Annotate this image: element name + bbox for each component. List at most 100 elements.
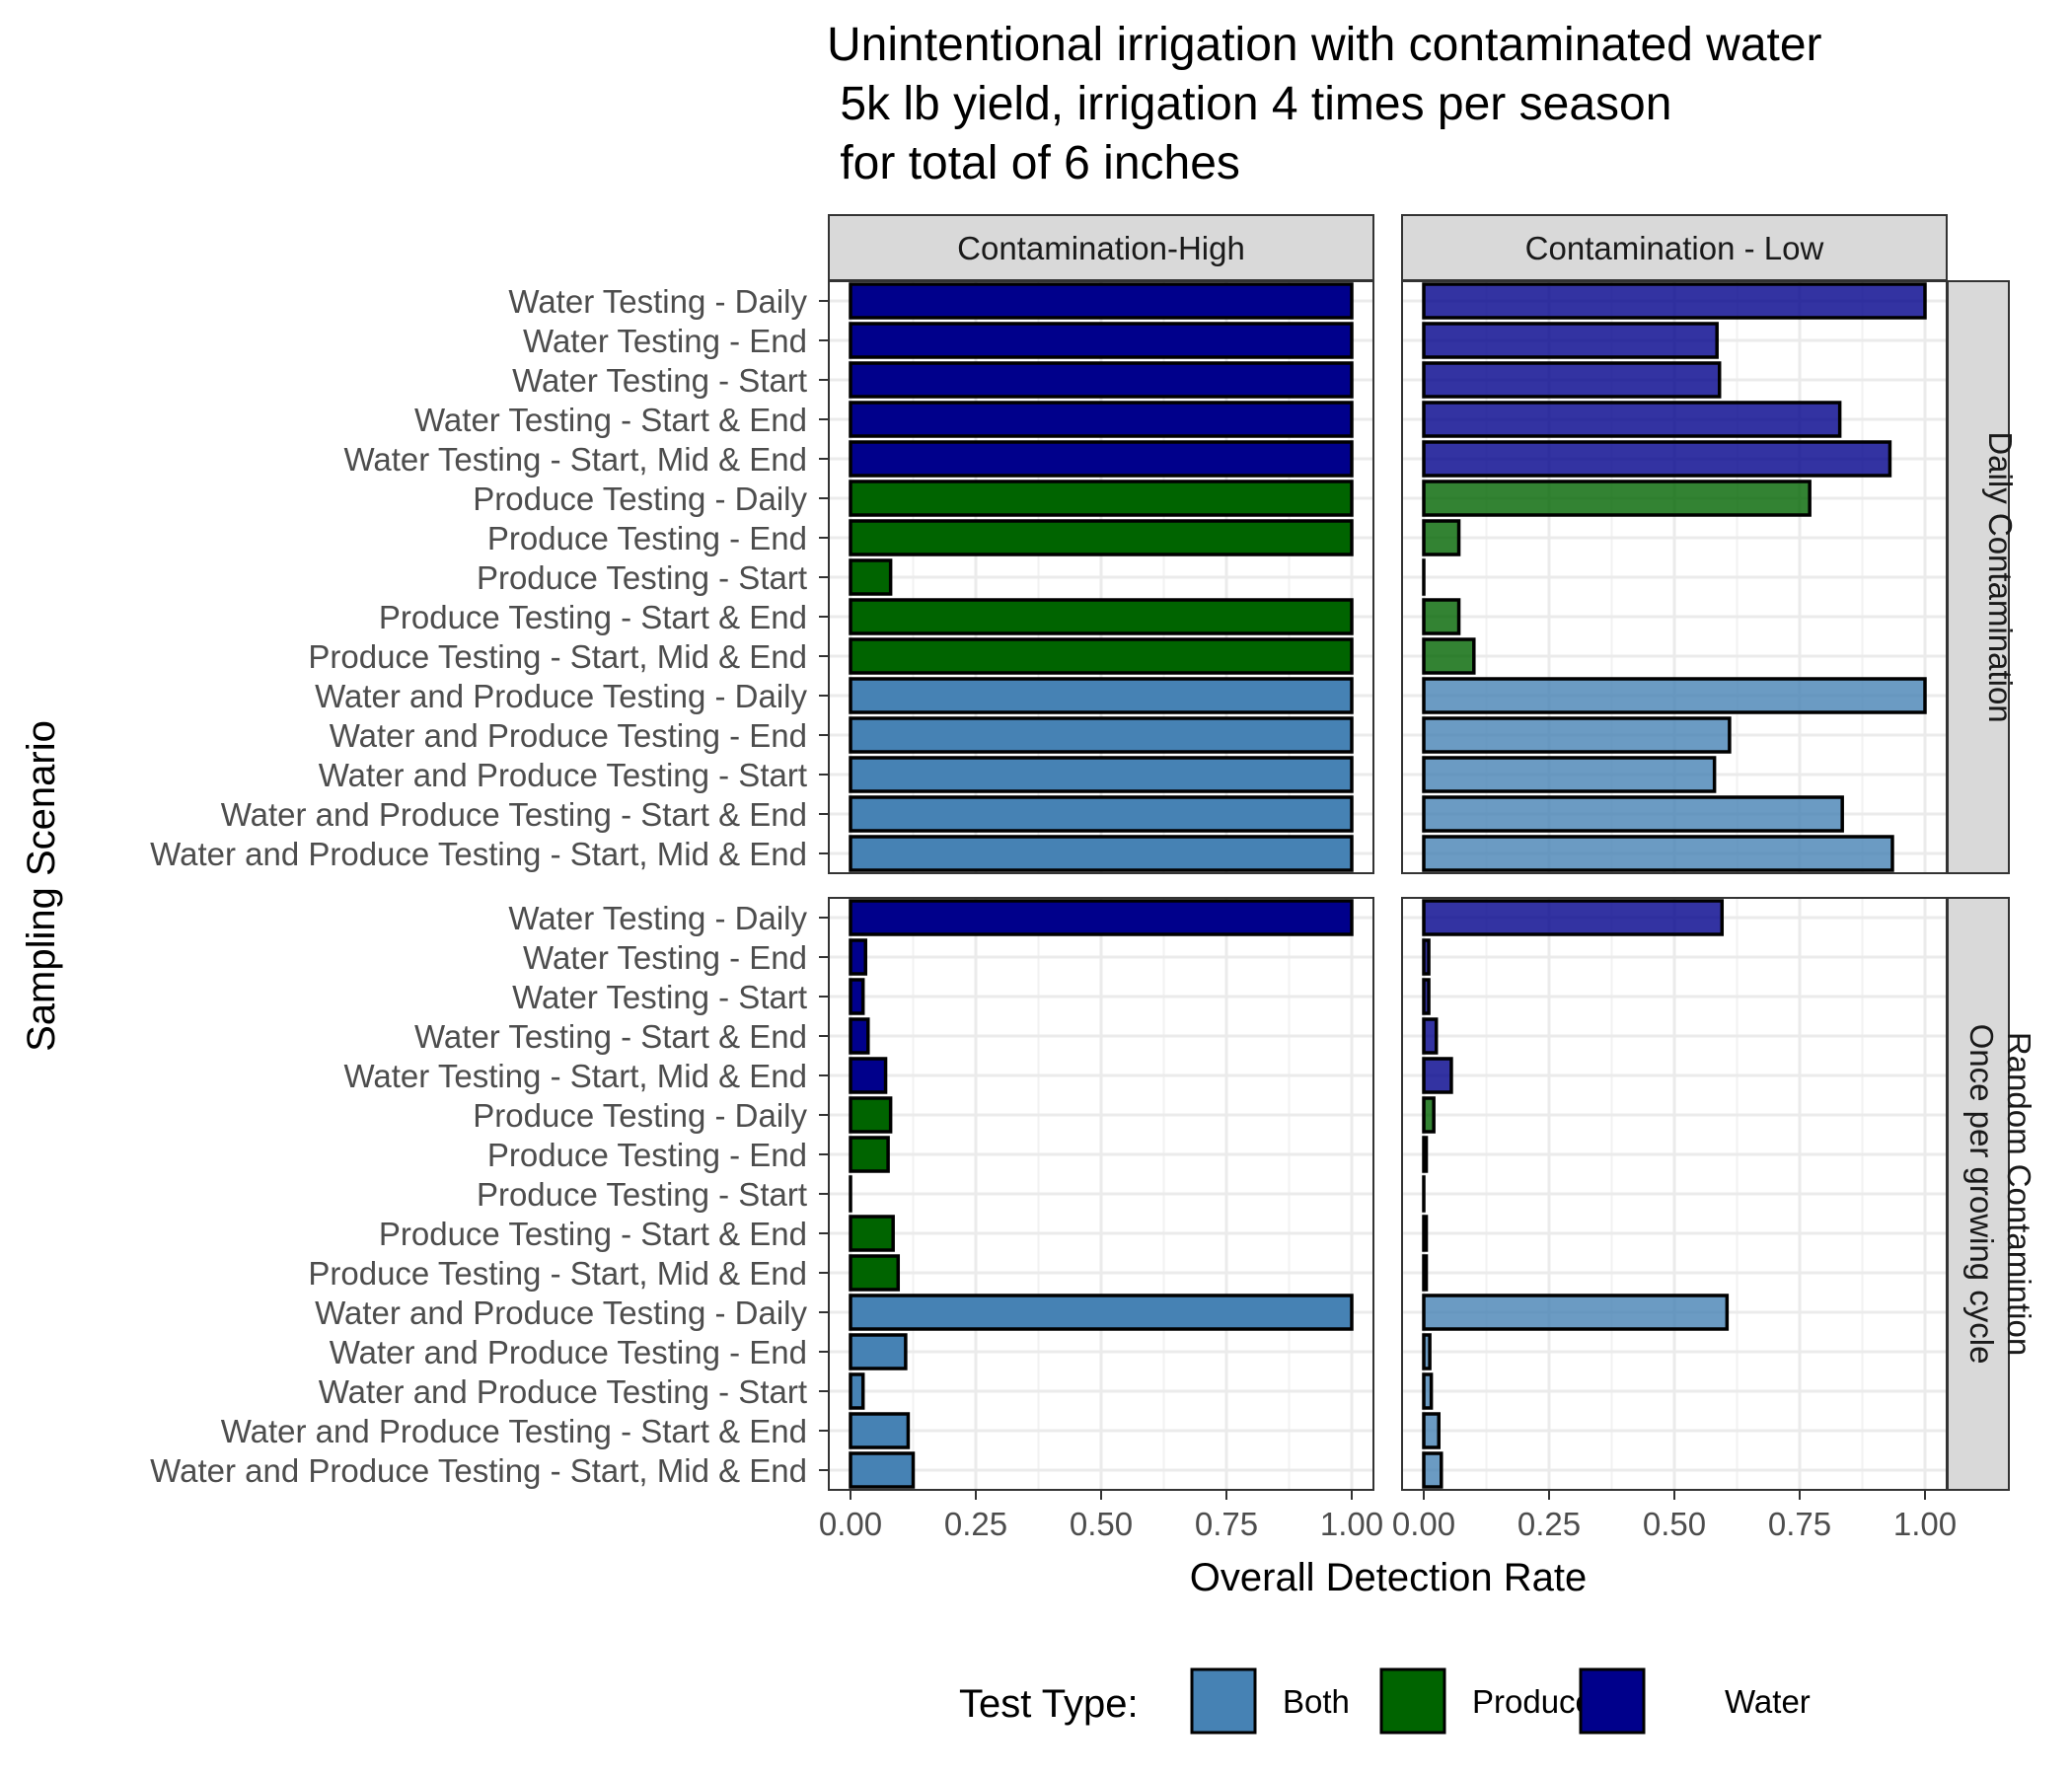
panel-0-0 — [828, 280, 1374, 874]
bar-both — [849, 1412, 911, 1449]
bar-both — [849, 756, 1354, 793]
bar-water — [1422, 401, 1842, 438]
chart-title: Unintentional irrigation with contaminat… — [827, 19, 1822, 189]
bar-water — [849, 1057, 888, 1094]
bar-produce — [849, 598, 1354, 635]
y-tick-label: Produce Testing - Start, Mid & End — [308, 638, 807, 675]
bar-both — [1422, 1294, 1730, 1331]
bar-water — [1422, 322, 1719, 359]
bar-both — [849, 716, 1354, 754]
y-tick-label: Produce Testing - Start & End — [379, 1216, 807, 1252]
x-tick-label: 0.25 — [944, 1506, 1007, 1542]
bar-both — [1422, 795, 1844, 833]
row-strip-label: Random Contamintion — [2001, 1032, 2037, 1356]
bar-both — [1422, 835, 1894, 872]
bar-produce — [1422, 1254, 1429, 1292]
legend: Test Type: Both Produce Water — [959, 1667, 1811, 1735]
x-axis-title: Overall Detection Rate — [1190, 1556, 1587, 1599]
y-tick-label: Water and Produce Testing - End — [330, 717, 807, 754]
bar-water — [1422, 282, 1927, 320]
bar-water — [849, 361, 1354, 399]
bar-produce — [1422, 637, 1476, 675]
y-tick-label: Water and Produce Testing - Start & End — [221, 1413, 807, 1449]
x-tick-label: 1.00 — [1893, 1506, 1957, 1542]
chart-title-line-3: for total of 6 inches — [827, 137, 1240, 189]
x-tick-label: 0.00 — [819, 1506, 882, 1542]
bar-water — [1422, 978, 1431, 1015]
bar-water — [849, 322, 1354, 359]
y-tick-label: Produce Testing - End — [487, 1137, 807, 1173]
bar-produce — [849, 480, 1354, 517]
bar-water — [849, 938, 867, 976]
bar-water — [849, 440, 1354, 478]
bar-both — [849, 1294, 1354, 1331]
x-axis-tick-labels: 0.00 0.25 0.50 0.75 1.00 0.00 0.25 0.50 0.75 1.00 — [819, 1490, 1957, 1542]
legend-title: Test Type: — [959, 1682, 1139, 1726]
legend-key-produce — [1379, 1667, 1446, 1735]
y-tick-label: Water and Produce Testing - Start & End — [221, 796, 807, 833]
bar-produce — [849, 1096, 893, 1134]
legend-label-produce: Produce — [1472, 1683, 1593, 1720]
bar-water — [849, 1017, 870, 1055]
panel-1-1 — [1401, 897, 1948, 1491]
y-tick-label: Water and Produce Testing - Daily — [315, 678, 807, 714]
bar-both — [1422, 756, 1717, 793]
bar-produce — [849, 637, 1354, 675]
y-tick-label: Produce Testing - End — [487, 520, 807, 556]
y-tick-label: Produce Testing - Start — [477, 559, 807, 596]
bar-both — [1422, 1451, 1443, 1489]
legend-key-both — [1190, 1667, 1257, 1735]
row-strip-label: Once per growing cycle — [1963, 1024, 2000, 1365]
row-strip-label: Daily Contamination — [1982, 431, 2019, 722]
y-tick-label: Produce Testing - Start — [477, 1176, 807, 1213]
bar-water — [1422, 440, 1892, 478]
y-tick-label: Water and Produce Testing - Start, Mid &… — [150, 836, 807, 872]
bar-produce — [849, 1215, 895, 1252]
y-tick-label: Water Testing - End — [523, 939, 807, 976]
y-tick-label: Water Testing - Daily — [508, 900, 807, 936]
legend-label-water: Water — [1725, 1683, 1811, 1720]
column-strip — [828, 214, 1374, 281]
bar-both — [849, 1333, 908, 1370]
panel-1-0 — [828, 897, 1374, 1491]
bar-both — [1422, 1412, 1441, 1449]
y-tick-label: Water Testing - Daily — [508, 283, 807, 320]
bar-water — [849, 282, 1354, 320]
x-tick-label: 0.00 — [1392, 1506, 1455, 1542]
column-strip-label: Contamination-High — [957, 230, 1245, 266]
bar-both — [849, 1372, 865, 1410]
bar-produce — [849, 519, 1354, 556]
x-tick-label: 0.75 — [1768, 1506, 1831, 1542]
bar-both — [1422, 716, 1732, 754]
y-tick-label: Produce Testing - Daily — [473, 1097, 807, 1134]
chart-title-line-2: 5k lb yield, irrigation 4 times per seas… — [827, 78, 1671, 130]
y-tick-label: Water Testing - Start — [512, 362, 807, 399]
bar-produce — [1422, 1215, 1429, 1252]
x-tick-label: 0.25 — [1517, 1506, 1581, 1542]
bar-water — [1422, 1017, 1439, 1055]
column-strip-label: Contamination - Low — [1525, 230, 1824, 266]
x-tick-label: 0.50 — [1643, 1506, 1706, 1542]
facet-panels — [828, 280, 1948, 1491]
y-tick-label: Produce Testing - Start, Mid & End — [308, 1255, 807, 1292]
bar-water — [1422, 899, 1725, 936]
bar-both — [849, 677, 1354, 714]
y-tick-label: Water and Produce Testing - End — [330, 1334, 807, 1370]
bar-both — [849, 1451, 916, 1489]
y-tick-label: Water Testing - Start & End — [414, 402, 807, 438]
y-tick-label: Water Testing - Start, Mid & End — [343, 1058, 807, 1094]
bar-both — [849, 795, 1354, 833]
row-strip — [1947, 280, 2010, 874]
row-strip — [1947, 897, 2010, 1491]
y-tick-label: Water and Produce Testing - Start, Mid &… — [150, 1452, 807, 1489]
bar-water — [849, 401, 1354, 438]
y-axis-title: Sampling Scenario — [20, 720, 63, 1052]
legend-key-water — [1579, 1667, 1646, 1735]
bar-water — [1422, 361, 1722, 399]
x-tick-label: 1.00 — [1320, 1506, 1383, 1542]
bar-produce — [1422, 519, 1461, 556]
y-tick-label: Produce Testing - Start & End — [379, 599, 807, 635]
bar-produce — [849, 1254, 901, 1292]
y-tick-label: Water and Produce Testing - Start — [319, 1373, 807, 1410]
